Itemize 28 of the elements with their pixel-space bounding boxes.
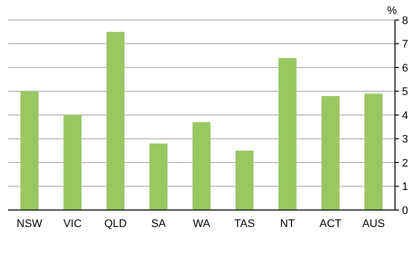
bar xyxy=(63,115,82,210)
y-axis-title: % xyxy=(387,5,398,17)
y-tick-label: 6 xyxy=(402,62,408,74)
x-tick-label: NT xyxy=(280,218,296,230)
x-tick-label: WA xyxy=(192,218,211,230)
x-tick-label: VIC xyxy=(63,218,82,230)
y-tick-label: 7 xyxy=(402,38,408,51)
bar xyxy=(278,58,297,210)
bar xyxy=(149,144,168,210)
bar xyxy=(235,150,254,210)
y-tick-label: 1 xyxy=(402,181,408,194)
bar xyxy=(192,122,211,210)
y-tick-label: 2 xyxy=(402,157,408,170)
x-tick-label: AUS xyxy=(362,218,385,230)
bar xyxy=(364,94,383,210)
x-tick-label: NSW xyxy=(16,218,43,230)
x-tick-label: QLD xyxy=(104,218,127,230)
x-tick-label: SA xyxy=(151,218,166,230)
y-tick-label: 8 xyxy=(402,14,408,27)
x-tick-label: TAS xyxy=(234,218,255,230)
bar xyxy=(321,96,340,210)
bar xyxy=(106,32,125,210)
y-tick-label: 5 xyxy=(402,86,408,98)
x-tick-label: ACT xyxy=(320,218,342,230)
y-tick-label: 3 xyxy=(402,134,408,146)
bar xyxy=(20,91,39,210)
y-tick-label: 4 xyxy=(402,110,408,122)
y-tick-label: 0 xyxy=(402,204,408,217)
